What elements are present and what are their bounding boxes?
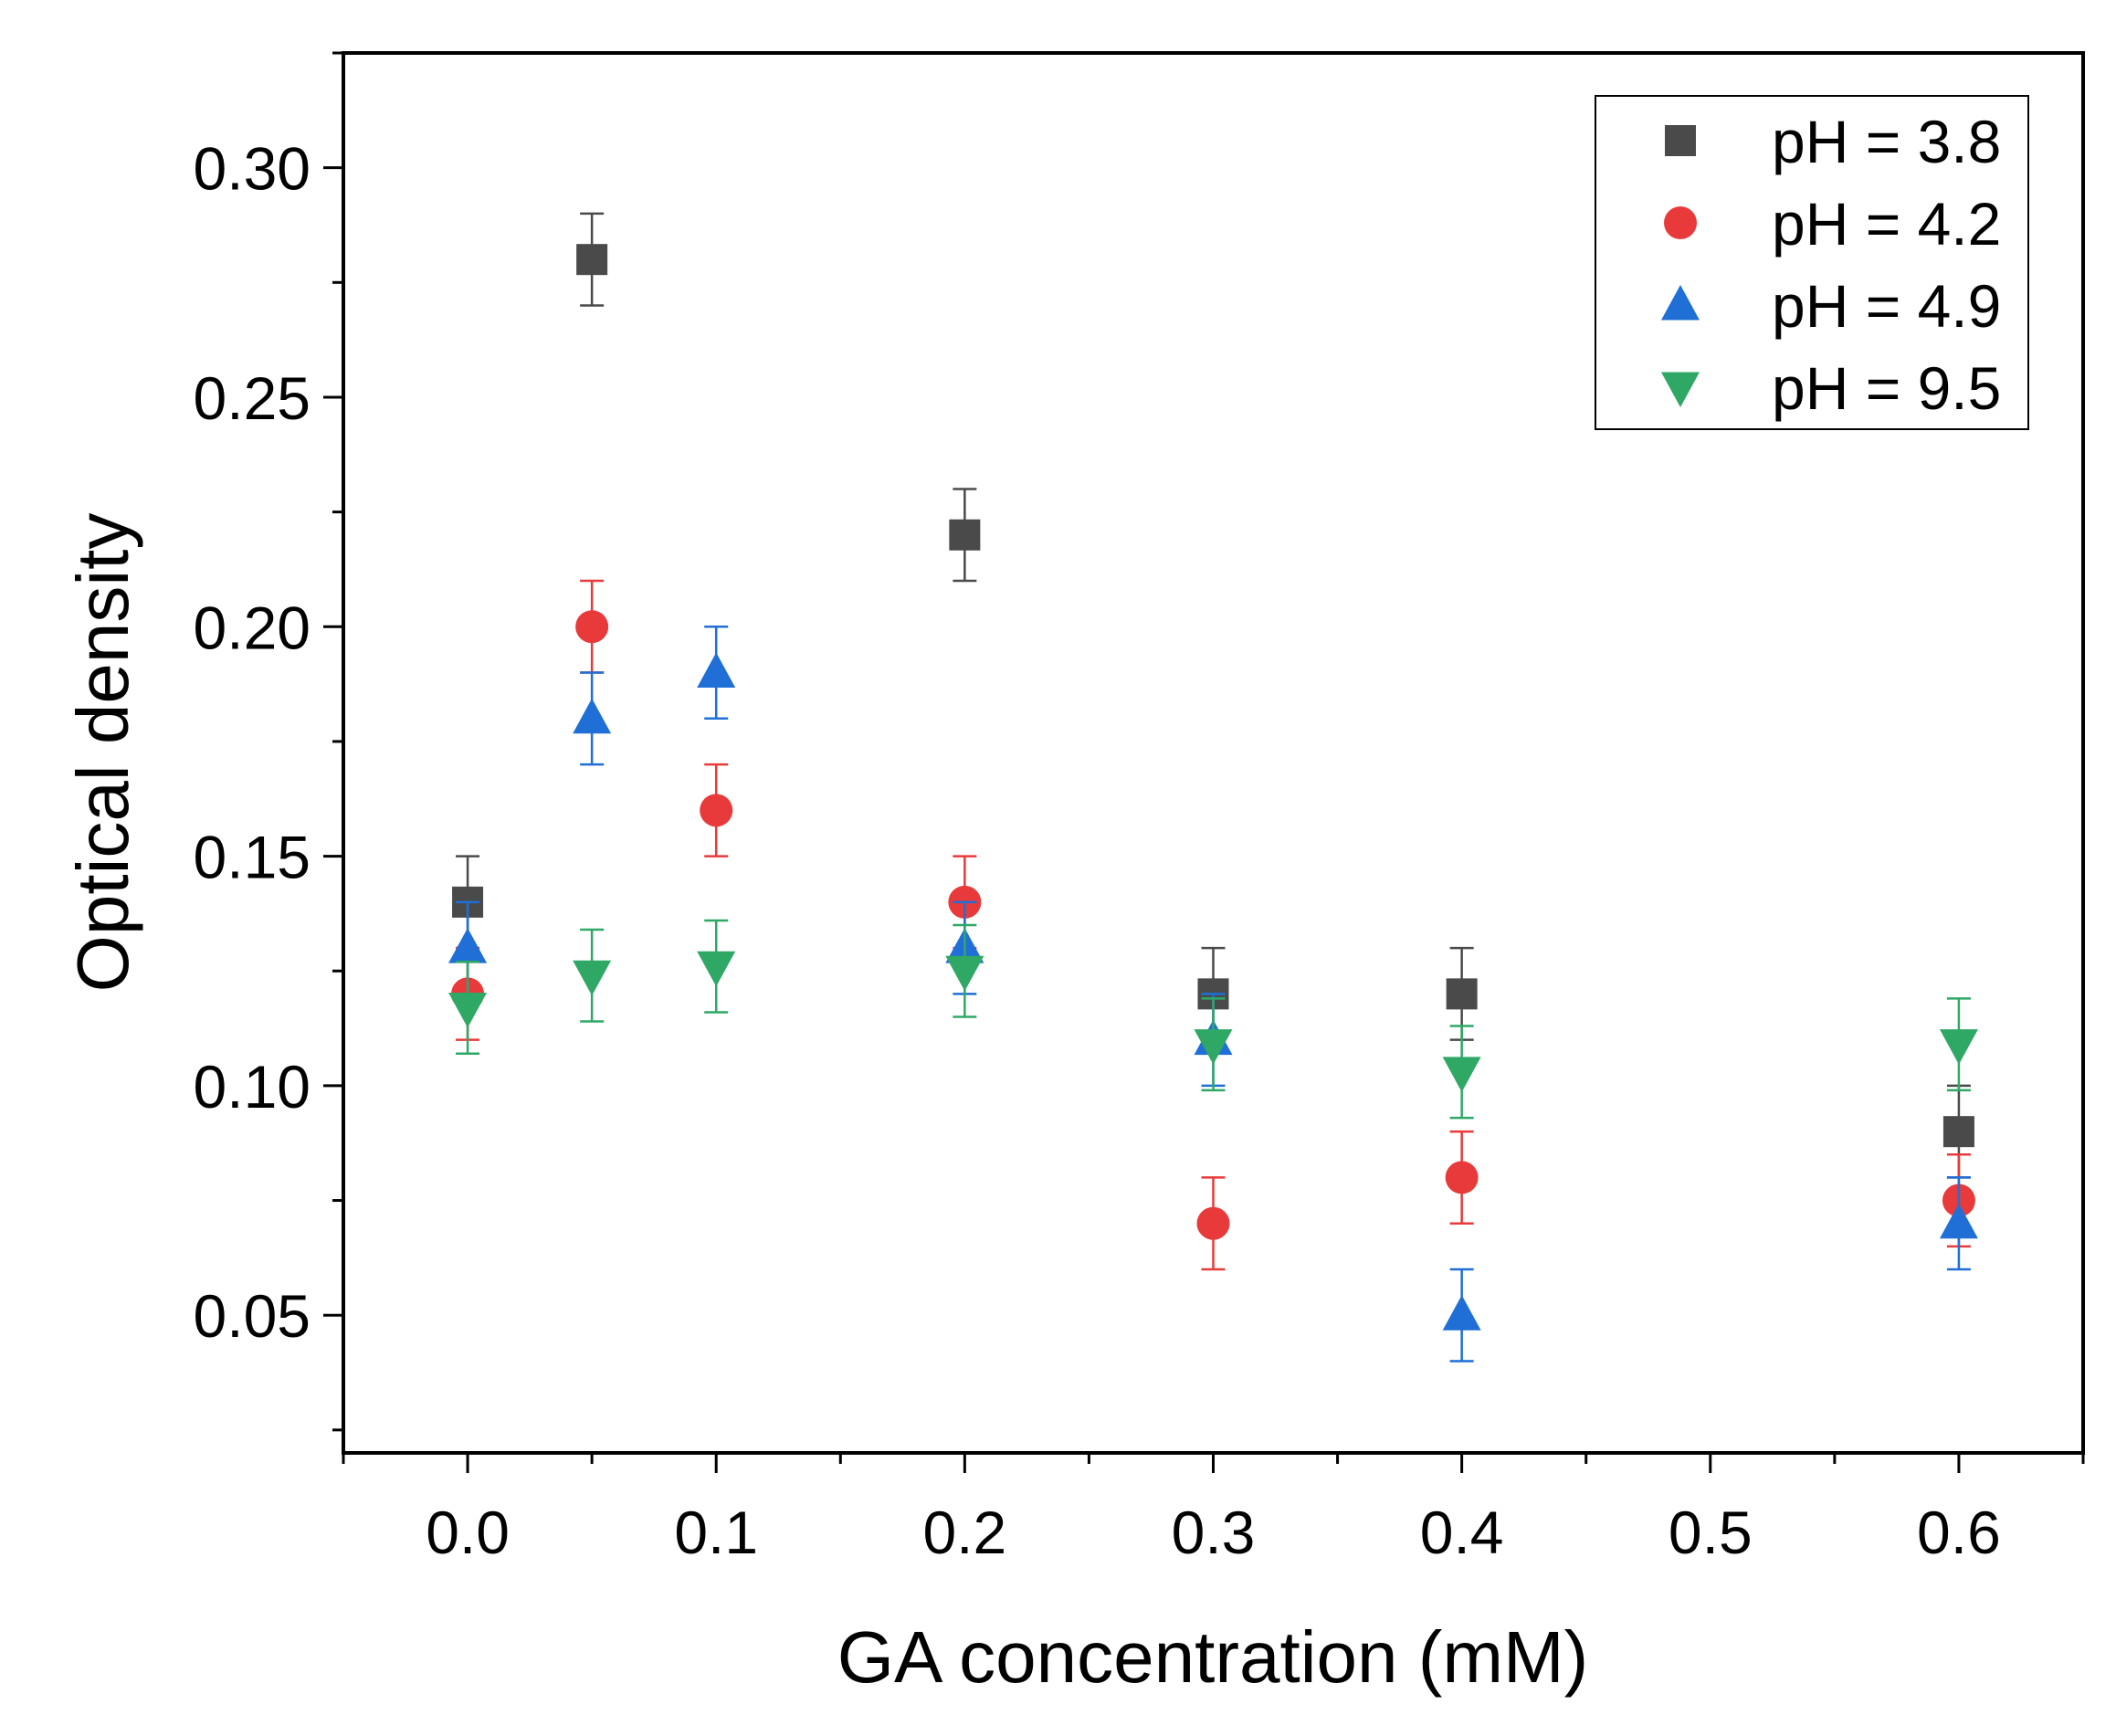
data-point bbox=[1446, 978, 1478, 1010]
data-point bbox=[1442, 1057, 1481, 1092]
y-tick-label: 0.15 bbox=[194, 824, 311, 891]
data-point bbox=[697, 652, 736, 689]
axis-ticks: 0.0 0.1 0.2 0.3 0.4 0.5 0.6 0.05 0.10 0.15 0.20 0.2… bbox=[194, 51, 2085, 1566]
data-point bbox=[573, 960, 612, 996]
data-point bbox=[1939, 1203, 1978, 1239]
data-point bbox=[1194, 1029, 1233, 1065]
legend-label: pH = 4.2 bbox=[1772, 190, 2001, 258]
y-tick-label: 0.25 bbox=[194, 364, 311, 432]
x-tick-label: 0.1 bbox=[674, 1499, 758, 1566]
legend-label: pH = 4.9 bbox=[1772, 272, 2001, 340]
data-point bbox=[1445, 1161, 1479, 1194]
data-point bbox=[945, 955, 984, 992]
x-tick-label: 0.2 bbox=[922, 1499, 1006, 1566]
data-point bbox=[576, 244, 608, 276]
data-point bbox=[697, 951, 736, 987]
legend-label: pH = 9.5 bbox=[1772, 354, 2001, 422]
y-tick-label: 0.20 bbox=[194, 594, 311, 661]
series-triangle-down bbox=[448, 919, 1978, 1120]
x-tick-label: 0.5 bbox=[1669, 1499, 1753, 1566]
x-tick-label: 0.6 bbox=[1917, 1499, 2001, 1566]
data-point bbox=[573, 698, 612, 734]
x-tick-label: 0.4 bbox=[1420, 1499, 1504, 1566]
legend-label: pH = 3.8 bbox=[1772, 108, 2001, 175]
data-point bbox=[1196, 1206, 1230, 1240]
x-tick-label: 0.3 bbox=[1172, 1499, 1256, 1566]
legend: pH = 3.8 pH = 4.2 pH = 4.9 pH = 9.5 bbox=[1595, 95, 2029, 430]
legend-marker bbox=[1661, 372, 1700, 407]
y-tick-label: 0.05 bbox=[194, 1282, 311, 1350]
legend-marker bbox=[1661, 285, 1700, 321]
legend-marker bbox=[1665, 125, 1696, 156]
x-axis-title: GA concentration (mM) bbox=[837, 1616, 1589, 1698]
data-point bbox=[700, 794, 733, 827]
data-point bbox=[1942, 1116, 1974, 1148]
y-tick-label: 0.10 bbox=[194, 1053, 311, 1121]
data-point bbox=[949, 519, 981, 551]
data-point bbox=[1939, 1029, 1978, 1065]
series-circle bbox=[451, 579, 1975, 1271]
x-tick-label: 0.0 bbox=[426, 1499, 510, 1566]
data-point bbox=[575, 610, 609, 644]
data-point bbox=[448, 992, 488, 1028]
data-point bbox=[448, 928, 488, 963]
legend-marker bbox=[1664, 206, 1697, 239]
data-series bbox=[448, 212, 1978, 1362]
y-axis-title: Optical density bbox=[62, 513, 143, 993]
y-tick-label: 0.30 bbox=[194, 135, 311, 203]
data-point bbox=[1442, 1295, 1481, 1331]
